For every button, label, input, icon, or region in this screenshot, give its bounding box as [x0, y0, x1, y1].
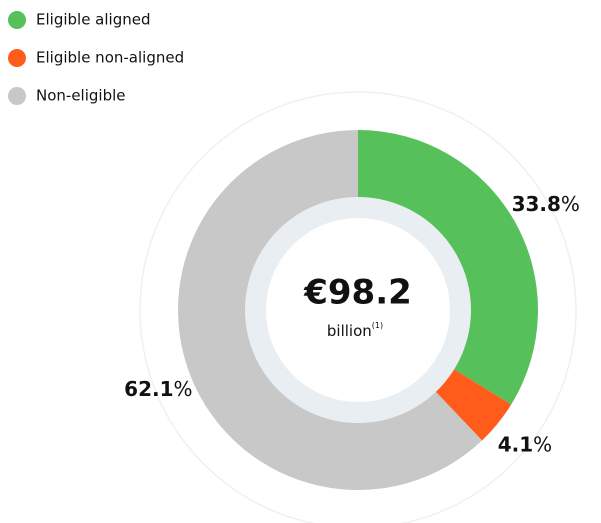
outer-guide [139, 91, 577, 523]
legend-swatch [8, 11, 26, 29]
center-note: (1) [372, 321, 383, 330]
legend-swatch [8, 49, 26, 67]
legend-label: Eligible non-aligned [36, 49, 184, 67]
legend-swatch [8, 87, 26, 105]
value-label: 33.8% [512, 192, 580, 216]
value-label: 62.1% [124, 376, 192, 400]
center-hole [266, 218, 450, 402]
legend-label: Non-eligible [36, 87, 126, 105]
value-label: 4.1% [498, 432, 552, 456]
center-label: billion(1) [327, 321, 383, 340]
legend-label: Eligible aligned [36, 11, 151, 29]
center-value: €98.2 [303, 273, 412, 313]
center-label-text: billion [327, 322, 372, 340]
